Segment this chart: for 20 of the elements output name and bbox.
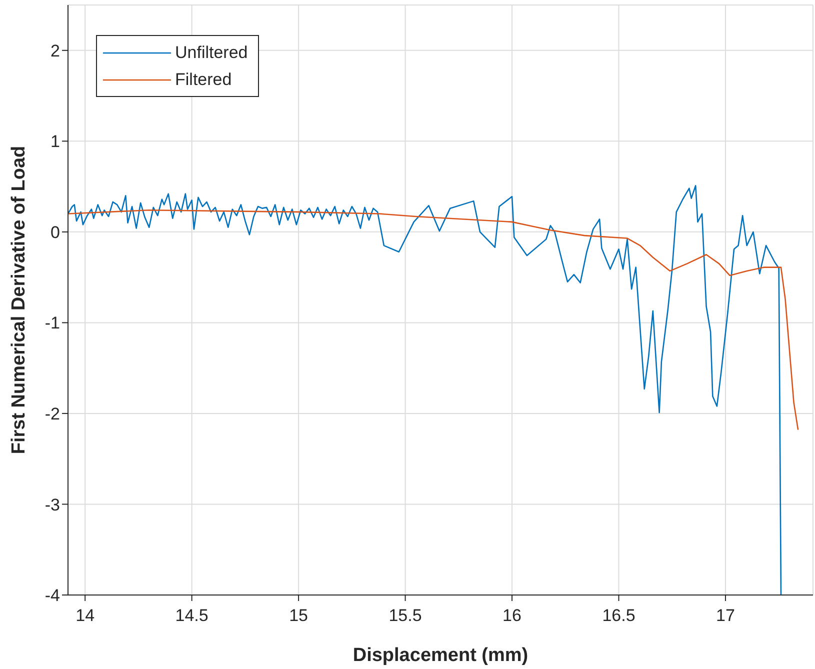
x-tick-label: 14.5: [175, 606, 208, 626]
y-tick-label: -1: [44, 314, 60, 333]
x-tick-label: 14: [76, 606, 95, 626]
x-axis-title: Displacement (mm): [352, 645, 528, 666]
legend-label: Unfiltered: [175, 42, 248, 64]
y-tick-label: 2: [50, 41, 60, 60]
y-tick-label: -4: [44, 586, 60, 606]
y-tick-label: 0: [50, 222, 60, 242]
x-tick-label: 17: [716, 606, 735, 626]
line-series: [68, 209, 799, 430]
line-series: [68, 184, 782, 595]
legend-label: Filtered: [175, 69, 232, 91]
y-tick-label: -2: [44, 404, 60, 424]
y-tick-label: 1: [50, 132, 60, 152]
x-tick-label: 16: [502, 606, 522, 626]
y-axis-title: First Numerical Derivative of Load: [8, 146, 30, 454]
x-tick-label: 15: [289, 606, 308, 626]
x-tick-label: 15.5: [388, 606, 422, 626]
y-tick-label: -3: [44, 495, 60, 514]
x-tick-label: 16.5: [602, 606, 636, 626]
